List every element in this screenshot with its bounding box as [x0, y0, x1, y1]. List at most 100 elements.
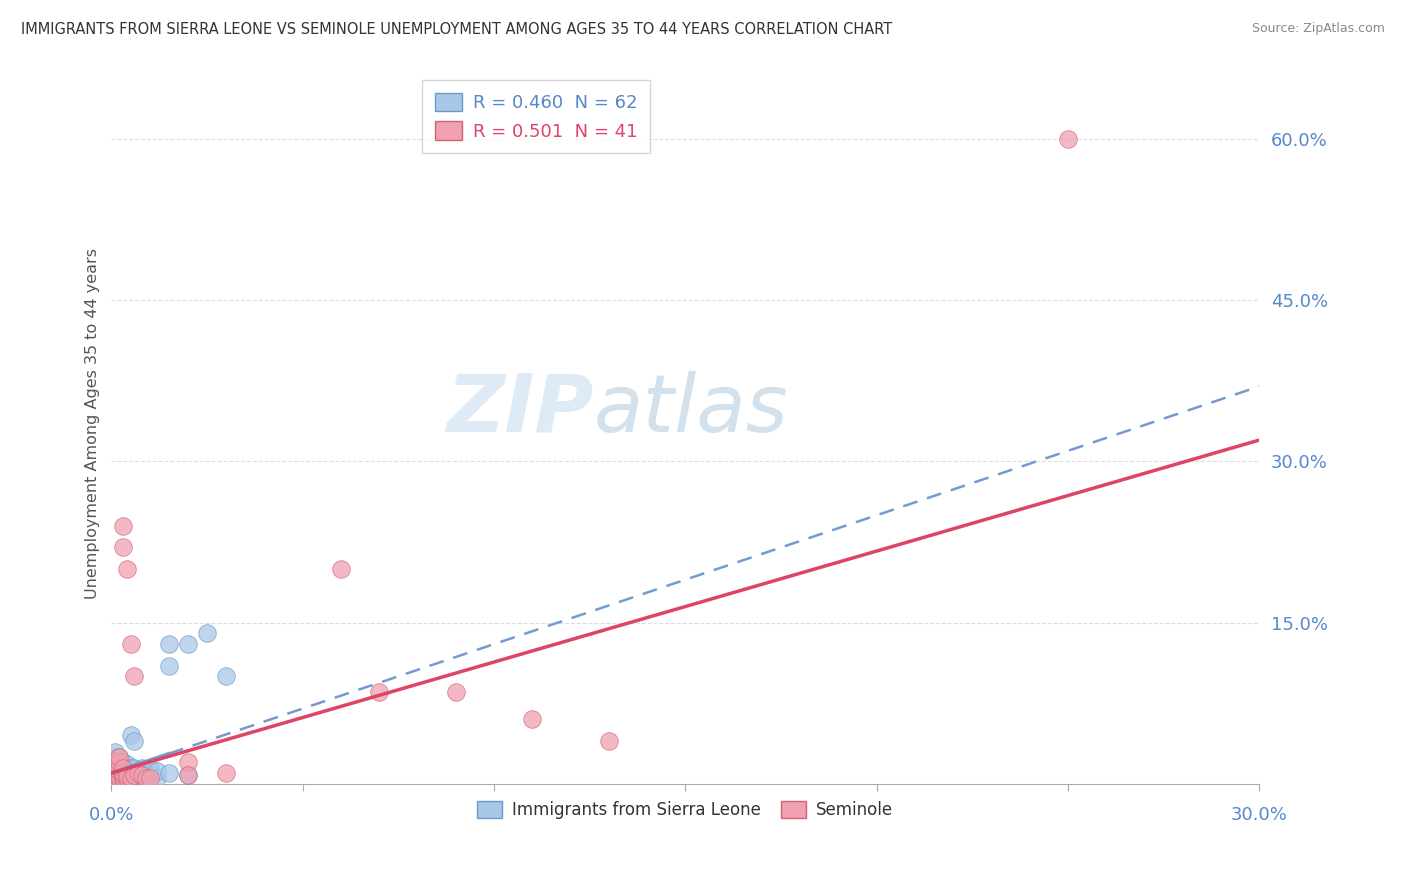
Point — [120, 772, 142, 786]
Point — [146, 772, 169, 786]
Point — [127, 766, 149, 780]
Point — [157, 766, 180, 780]
Point — [100, 777, 122, 791]
Point — [104, 768, 127, 782]
Point — [135, 772, 157, 786]
Point — [111, 768, 134, 782]
Point — [111, 774, 134, 789]
Text: IMMIGRANTS FROM SIERRA LEONE VS SEMINOLE UNEMPLOYMENT AMONG AGES 35 TO 44 YEARS : IMMIGRANTS FROM SIERRA LEONE VS SEMINOLE… — [21, 22, 893, 37]
Point — [108, 768, 131, 782]
Point — [104, 756, 127, 770]
Point — [131, 766, 153, 780]
Point — [215, 669, 238, 683]
Point — [100, 774, 122, 789]
Legend: Immigrants from Sierra Leone, Seminole: Immigrants from Sierra Leone, Seminole — [471, 794, 900, 826]
Point — [115, 768, 138, 782]
Point — [177, 637, 200, 651]
Y-axis label: Unemployment Among Ages 35 to 44 years: Unemployment Among Ages 35 to 44 years — [86, 248, 100, 599]
Point — [138, 761, 160, 775]
Point — [111, 768, 134, 782]
Point — [177, 768, 200, 782]
Point — [120, 637, 142, 651]
Point — [120, 768, 142, 782]
Point — [100, 761, 122, 775]
Point — [444, 685, 467, 699]
Point — [100, 777, 122, 791]
Point — [131, 768, 153, 782]
Point — [100, 774, 122, 789]
Text: ZIP: ZIP — [446, 370, 593, 449]
Point — [111, 761, 134, 775]
Point — [111, 519, 134, 533]
Text: Source: ZipAtlas.com: Source: ZipAtlas.com — [1251, 22, 1385, 36]
Point — [138, 766, 160, 780]
Point — [124, 733, 146, 747]
Point — [124, 772, 146, 786]
Point — [108, 761, 131, 775]
Text: 0.0%: 0.0% — [89, 806, 134, 824]
Point — [111, 766, 134, 780]
Point — [111, 764, 134, 778]
Point — [108, 764, 131, 778]
Point — [108, 768, 131, 782]
Point — [108, 772, 131, 786]
Point — [115, 764, 138, 778]
Point — [177, 756, 200, 770]
Point — [157, 637, 180, 651]
Point — [104, 777, 127, 791]
Point — [104, 772, 127, 786]
Point — [330, 562, 353, 576]
Point — [104, 750, 127, 764]
Point — [111, 541, 134, 555]
Point — [522, 712, 544, 726]
Point — [111, 772, 134, 786]
Point — [115, 772, 138, 786]
Point — [120, 766, 142, 780]
Point — [100, 766, 122, 780]
Point — [104, 745, 127, 759]
Point — [146, 764, 169, 778]
Point — [115, 562, 138, 576]
Point — [104, 761, 127, 775]
Point — [108, 777, 131, 791]
Point — [108, 750, 131, 764]
Text: atlas: atlas — [593, 370, 789, 449]
Point — [131, 761, 153, 775]
Point — [108, 772, 131, 786]
Point — [135, 772, 157, 786]
Point — [195, 626, 218, 640]
Point — [157, 658, 180, 673]
Point — [115, 777, 138, 791]
Point — [111, 761, 134, 775]
Point — [115, 757, 138, 772]
Point — [368, 685, 391, 699]
Point — [120, 728, 142, 742]
Point — [115, 772, 138, 786]
Point — [124, 768, 146, 782]
Point — [104, 766, 127, 780]
Point — [100, 772, 122, 786]
Point — [177, 768, 200, 782]
Point — [108, 761, 131, 775]
Point — [108, 756, 131, 770]
Point — [104, 774, 127, 789]
Point — [108, 775, 131, 789]
Point — [598, 733, 620, 747]
Point — [124, 766, 146, 780]
Point — [104, 764, 127, 778]
Point — [111, 775, 134, 789]
Point — [108, 774, 131, 789]
Point — [104, 772, 127, 786]
Point — [111, 772, 134, 786]
Point — [135, 766, 157, 780]
Point — [127, 764, 149, 778]
Text: 30.0%: 30.0% — [1232, 806, 1288, 824]
Point — [138, 772, 160, 786]
Point — [108, 756, 131, 770]
Point — [104, 775, 127, 789]
Point — [108, 750, 131, 764]
Point — [127, 768, 149, 782]
Point — [104, 766, 127, 780]
Point — [120, 761, 142, 775]
Point — [111, 777, 134, 791]
